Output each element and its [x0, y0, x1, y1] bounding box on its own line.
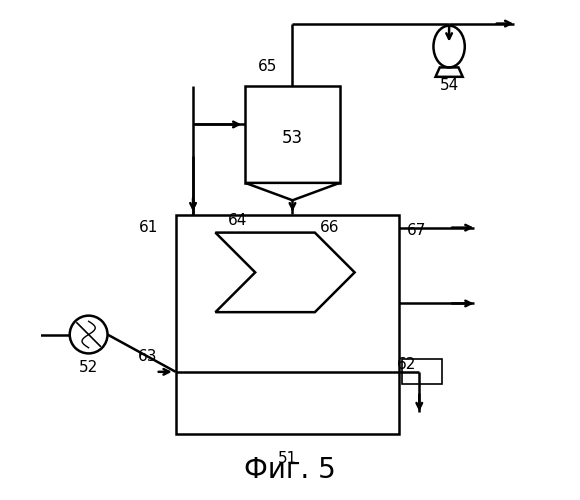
Text: 66: 66	[320, 220, 339, 235]
Text: 63: 63	[139, 350, 158, 364]
Polygon shape	[245, 183, 340, 200]
Polygon shape	[245, 86, 340, 183]
Text: Фиг. 5: Фиг. 5	[244, 456, 336, 483]
Text: 53: 53	[282, 129, 303, 147]
Text: 61: 61	[139, 220, 158, 235]
Text: 54: 54	[440, 78, 459, 94]
Text: 52: 52	[79, 360, 98, 376]
Text: 67: 67	[407, 222, 426, 238]
Text: 51: 51	[278, 452, 297, 466]
Text: 65: 65	[258, 58, 278, 74]
Text: 62: 62	[397, 357, 416, 372]
Text: 64: 64	[229, 212, 248, 228]
